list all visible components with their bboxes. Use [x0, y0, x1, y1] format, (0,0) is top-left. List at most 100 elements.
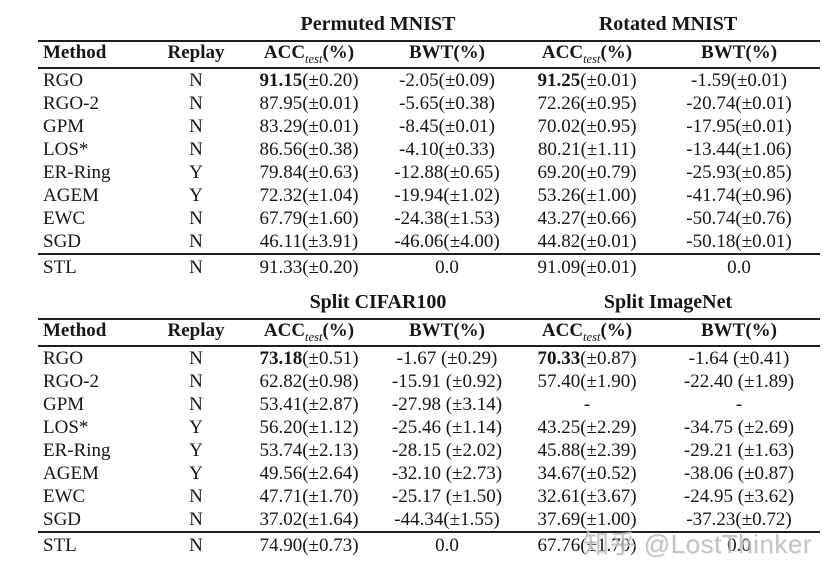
- header-subscript: test: [305, 329, 323, 344]
- header-text: Method: [43, 42, 107, 64]
- value-rest: 87.95(±0.01): [259, 93, 359, 114]
- column-header-row: Method Replay ACCtest(%) BWT(%) ACCtest(%) BW…: [38, 319, 821, 347]
- header-text: ACC: [541, 320, 584, 342]
- replay-cell: N: [189, 371, 203, 392]
- value-rest: 57.40(±1.90): [537, 371, 637, 392]
- bwt-2-value-cell: -1.64 (±0.41): [658, 346, 820, 370]
- table-row-rgo: RGO N 91.15(±0.20) -2.05(±0.09) 91.25(±0.01)…: [38, 68, 820, 92]
- header-subscript: test: [583, 329, 601, 344]
- bwt-1-value-cell: -44.34(±1.55): [378, 508, 516, 532]
- column-header-method: Method: [38, 319, 152, 347]
- acc-2-value-cell: 44.82(±0.01): [516, 230, 658, 254]
- replay-cell: N: [189, 509, 203, 530]
- value-rest: -29.21 (±1.63): [683, 440, 795, 461]
- method-cell: STL: [38, 531, 152, 558]
- table-row-ewc: EWC N 47.71(±1.70) -25.17 (±1.50) 32.61(±3.6…: [38, 485, 820, 508]
- acc-1-value-cell: 53.74(±2.13): [240, 439, 378, 462]
- method-cell: SGD: [43, 231, 82, 252]
- bwt-1-value-cell: -5.65(±0.38): [378, 92, 516, 115]
- value-rest: 43.27(±0.66): [537, 208, 637, 229]
- value-rest: 62.82(±0.98): [259, 371, 359, 392]
- acc-1-value-cell: 74.90(±0.73): [240, 531, 378, 558]
- bwt-1-value-cell: 0.0: [378, 253, 517, 280]
- bwt-2-value-cell: -17.95(±0.01): [658, 115, 820, 138]
- table-row-rgo2: RGO-2 N 62.82(±0.98) -15.91 (±0.92) 57.40(±1…: [38, 370, 820, 393]
- value-rest: 91.09(±0.01): [537, 257, 637, 278]
- value-rest: (±0.01): [580, 70, 637, 91]
- method-cell: LOS*: [43, 139, 89, 160]
- value-rest: -50.18(±0.01): [686, 231, 792, 252]
- replay-cell: Y: [189, 162, 203, 183]
- value-rest: 44.82(±0.01): [537, 231, 637, 252]
- value-rest: -28.15 (±2.02): [391, 440, 503, 461]
- bwt-1-value-cell: -2.05(±0.09): [378, 68, 516, 92]
- acc-1-value-cell: 46.11(±3.91): [240, 230, 378, 254]
- value-rest: 67.76(±1.70): [537, 535, 637, 556]
- header-suffix: (%): [600, 42, 633, 64]
- acc-2-value-cell: -: [516, 393, 658, 416]
- acc-1-value-cell: 91.33(±0.20): [240, 253, 378, 280]
- acc-1-value-cell: 73.18(±0.51): [240, 346, 378, 370]
- acc-2-value-cell: 67.76(±1.70): [516, 531, 658, 558]
- acc-2-value-cell: 91.25(±0.01): [516, 68, 658, 92]
- bwt-2-value-cell: 0.0: [658, 531, 821, 558]
- replay-cell: N: [189, 70, 203, 91]
- header-text: BWT(%): [701, 320, 777, 342]
- acc-1-value-cell: 56.20(±1.12): [240, 416, 378, 439]
- table-split: Split CIFAR100 Split ImageNet Method Replay…: [38, 286, 821, 558]
- value-rest: -24.38(±1.53): [394, 208, 500, 229]
- value-rest: -25.17 (±1.50): [391, 486, 503, 507]
- group-header-spacer: [38, 8, 240, 42]
- table-mnist: Permuted MNIST Rotated MNIST Method Replay A…: [38, 8, 821, 280]
- value-rest: 80.21(±1.11): [537, 139, 637, 160]
- value-rest: 69.20(±0.79): [537, 162, 637, 183]
- column-header-acc-2: ACCtest(%): [516, 41, 659, 69]
- group-header-right: Split ImageNet: [516, 286, 821, 320]
- acc-1-value-cell: 47.71(±1.70): [240, 485, 378, 508]
- value-rest: -38.06 (±0.87): [683, 463, 795, 484]
- value-rest: 53.74(±2.13): [259, 440, 359, 461]
- value-rest: -46.06(±4.00): [394, 231, 500, 252]
- table-row-agem: AGEM Y 72.32(±1.04) -19.94(±1.02) 53.26(±1.0…: [38, 184, 820, 207]
- column-header-acc-1: ACCtest(%): [240, 41, 378, 69]
- header-subscript: test: [305, 51, 323, 66]
- table-row-gpm: GPM N 83.29(±0.01) -8.45(±0.01) 70.02(±0.95)…: [38, 115, 820, 138]
- value-rest: (±0.20): [302, 70, 359, 91]
- value-rest: 72.26(±0.95): [537, 93, 637, 114]
- value-rest: 79.84(±0.63): [259, 162, 359, 183]
- value-rest: -: [735, 394, 743, 415]
- value-rest: -37.23(±0.72): [686, 509, 792, 530]
- column-header-method: Method: [38, 41, 152, 69]
- acc-1-value-cell: 79.84(±0.63): [240, 161, 378, 184]
- bwt-2-value-cell: -50.18(±0.01): [658, 230, 820, 254]
- method-cell: STL: [38, 253, 152, 280]
- column-header-bwt-2: BWT(%): [658, 319, 821, 347]
- value-rest: 56.20(±1.12): [259, 417, 359, 438]
- column-header-bwt-2: BWT(%): [658, 41, 821, 69]
- acc-1-value-cell: 91.15(±0.20): [240, 68, 378, 92]
- bwt-1-value-cell: -15.91 (±0.92): [378, 370, 516, 393]
- bwt-2-value-cell: -1.59(±0.01): [658, 68, 820, 92]
- value-rest: 45.88(±2.39): [537, 440, 637, 461]
- value-rest: -1.59(±0.01): [691, 70, 787, 91]
- acc-1-value-cell: 62.82(±0.98): [240, 370, 378, 393]
- column-header-replay: Replay: [152, 319, 240, 347]
- method-cell: EWC: [43, 208, 86, 229]
- header-text: ACC: [263, 42, 306, 64]
- replay-cell: N: [152, 531, 240, 558]
- bwt-1-value-cell: -24.38(±1.53): [378, 207, 516, 230]
- bwt-2-value-cell: -41.74(±0.96): [658, 184, 820, 207]
- column-header-acc-1: ACCtest(%): [240, 319, 378, 347]
- table-row-sgd: SGD N 46.11(±3.91) -46.06(±4.00) 44.82(±0.01…: [38, 230, 820, 254]
- replay-cell: N: [152, 253, 240, 280]
- replay-cell: N: [189, 139, 203, 160]
- table-row-rgo2: RGO-2 N 87.95(±0.01) -5.65(±0.38) 72.26(±0.9…: [38, 92, 820, 115]
- bwt-1-value-cell: -32.10 (±2.73): [378, 462, 516, 485]
- table-row-stl: STL N 91.33(±0.20) 0.0 91.09(±0.01) 0.0: [38, 253, 821, 280]
- bwt-1-value-cell: -28.15 (±2.02): [378, 439, 516, 462]
- replay-cell: N: [189, 208, 203, 229]
- value-rest: -13.44(±1.06): [686, 139, 792, 160]
- acc-1-value-cell: 72.32(±1.04): [240, 184, 378, 207]
- acc-2-value-cell: 70.33(±0.87): [516, 346, 658, 370]
- bwt-2-value-cell: -20.74(±0.01): [658, 92, 820, 115]
